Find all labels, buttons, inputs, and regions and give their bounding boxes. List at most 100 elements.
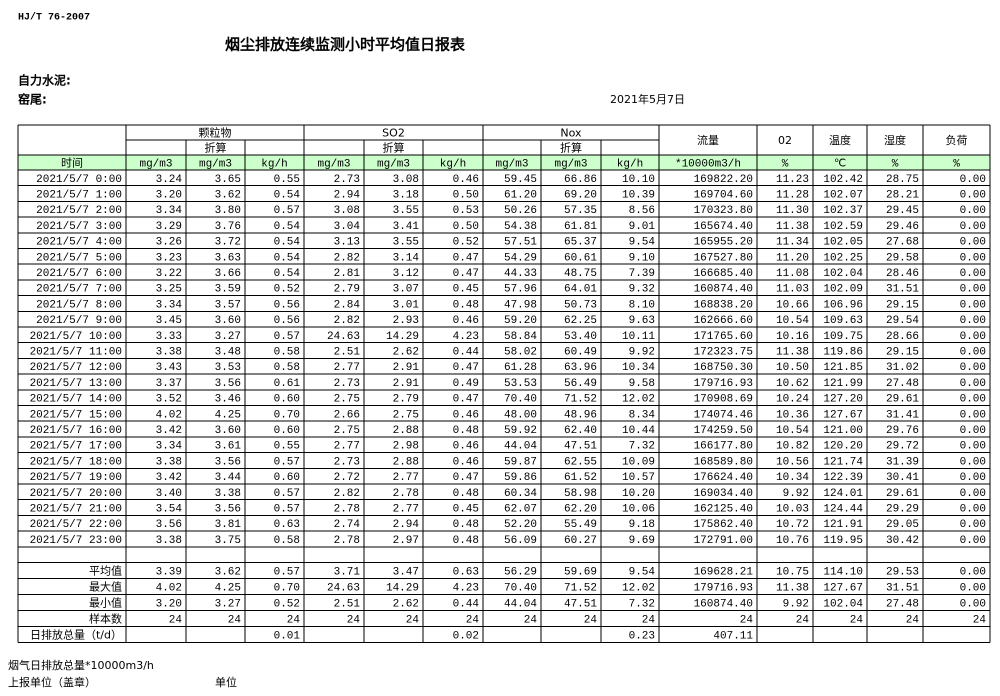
cell-value: 3.38 [156, 346, 182, 358]
cell-value: 2.62 [393, 598, 419, 610]
cell-value: 44.04 [504, 441, 537, 453]
unit-label: kg/h [261, 158, 287, 170]
cell-value: 10.82 [776, 441, 809, 453]
cell-value: 31.39 [886, 456, 919, 468]
cell-value: 169822.20 [694, 174, 753, 186]
cell-value: 3.54 [156, 503, 183, 515]
cell-value: 2.74 [334, 519, 361, 531]
cell-value: 127.67 [823, 582, 863, 594]
cell-value: 50.73 [564, 299, 597, 311]
cell-value: 3.38 [156, 456, 182, 468]
cell-value: 169034.40 [694, 488, 753, 500]
cell-value: 172323.75 [694, 346, 753, 358]
cell-value: 3.80 [215, 205, 241, 217]
cell-value: 0.46 [453, 409, 479, 421]
cell-value: 2.73 [334, 456, 360, 468]
cell-value: 0.57 [274, 488, 300, 500]
time-label: 2021/5/7 20:00 [30, 488, 122, 500]
cell-value: 9.58 [629, 378, 655, 390]
cell-value: 27.48 [886, 598, 919, 610]
cell-value: 69.20 [564, 189, 597, 201]
cell-value: 0.44 [453, 598, 480, 610]
cell-value: 0.50 [453, 189, 479, 201]
cell-value: 0.00 [960, 566, 986, 578]
cell-value: 3.56 [156, 519, 182, 531]
time-label: 2021/5/7 22:00 [30, 519, 122, 531]
cell-value: 59.86 [504, 472, 537, 484]
cell-value: 11.34 [776, 237, 809, 249]
cell-value: 0.52 [274, 284, 300, 296]
cell-value: 0.54 [274, 252, 301, 264]
cell-value: 3.61 [215, 441, 242, 453]
cell-value: 60.27 [564, 535, 597, 547]
cell-value: 3.56 [215, 503, 241, 515]
cell-value: 2.77 [334, 362, 360, 374]
cell-value: 10.16 [776, 331, 809, 343]
cell-value: 10.06 [622, 503, 655, 515]
cell-value: 2.98 [393, 441, 419, 453]
cell-value: 3.72 [215, 237, 241, 249]
cell-value: 168589.80 [694, 456, 753, 468]
cell-value: 102.07 [823, 189, 863, 201]
cell-value: 0.00 [960, 456, 986, 468]
cell-value: 3.55 [393, 205, 419, 217]
cell-value: 62.07 [504, 503, 537, 515]
cell-value: 29.76 [886, 425, 919, 437]
cell-value: 102.05 [823, 237, 863, 249]
cell-value: 2.79 [393, 394, 419, 406]
cell-value: 2.93 [393, 315, 419, 327]
unit-label: % [782, 158, 789, 170]
cell-value: 29.61 [886, 394, 919, 406]
cell-value: 10.03 [776, 503, 809, 515]
cell-value: 9.54 [629, 237, 656, 249]
cell-value: 2.88 [393, 425, 419, 437]
cell-value: 119.95 [823, 535, 863, 547]
cell-value: 2.75 [393, 409, 419, 421]
cell-value: 0.57 [274, 331, 300, 343]
cell-value: 4.25 [215, 409, 241, 421]
cell-value: 0.70 [274, 582, 300, 594]
cell-value: 3.45 [156, 315, 182, 327]
cell-value: 2.81 [334, 268, 361, 280]
time-label: 2021/5/7 5:00 [36, 252, 122, 264]
cell-value: 168750.30 [694, 362, 753, 374]
cell-value: 0.00 [960, 488, 986, 500]
cell-value: 9.54 [629, 566, 656, 578]
time-label: 2021/5/7 17:00 [30, 441, 122, 453]
cell-value: 0.60 [274, 472, 300, 484]
cell-value: 11.23 [776, 174, 809, 186]
cell-value: 0.23 [629, 630, 655, 642]
cell-value: 10.36 [776, 409, 809, 421]
cell-value: 62.40 [564, 425, 597, 437]
cell-value: 0.58 [274, 346, 300, 358]
cell-value: 59.45 [504, 174, 537, 186]
cell-value: 0.60 [274, 394, 300, 406]
cell-value: 58.02 [504, 346, 537, 358]
cell-value: 102.59 [823, 221, 863, 233]
title: 烟尘排放连续监测小时平均值日报表 [225, 36, 466, 54]
cell-value: 0.57 [274, 503, 300, 515]
cell-value: 2.78 [393, 488, 419, 500]
cell-value: 24 [973, 614, 987, 626]
cell-value: 0.00 [960, 221, 986, 233]
cell-value: 0.01 [274, 630, 301, 642]
cell-value: 0.00 [960, 441, 986, 453]
cell-value: 0.00 [960, 409, 986, 421]
cell-value: 0.45 [453, 284, 479, 296]
cell-value: 2.84 [334, 299, 361, 311]
cell-value: 14.29 [386, 331, 419, 343]
cell-value: 44.04 [504, 598, 537, 610]
cell-value: 3.42 [156, 425, 182, 437]
cell-value: 0.56 [274, 299, 300, 311]
unit-label: % [953, 158, 960, 170]
cell-value: 9.92 [629, 346, 655, 358]
cell-value: 29.45 [886, 205, 919, 217]
cell-value: 10.39 [622, 189, 655, 201]
cell-value: 0.54 [274, 268, 301, 280]
cell-value: 0.50 [453, 221, 479, 233]
cell-value: 3.81 [215, 519, 242, 531]
cell-value: 24 [642, 614, 656, 626]
column-header: 负荷 [946, 133, 968, 147]
cell-value: 10.44 [622, 425, 655, 437]
